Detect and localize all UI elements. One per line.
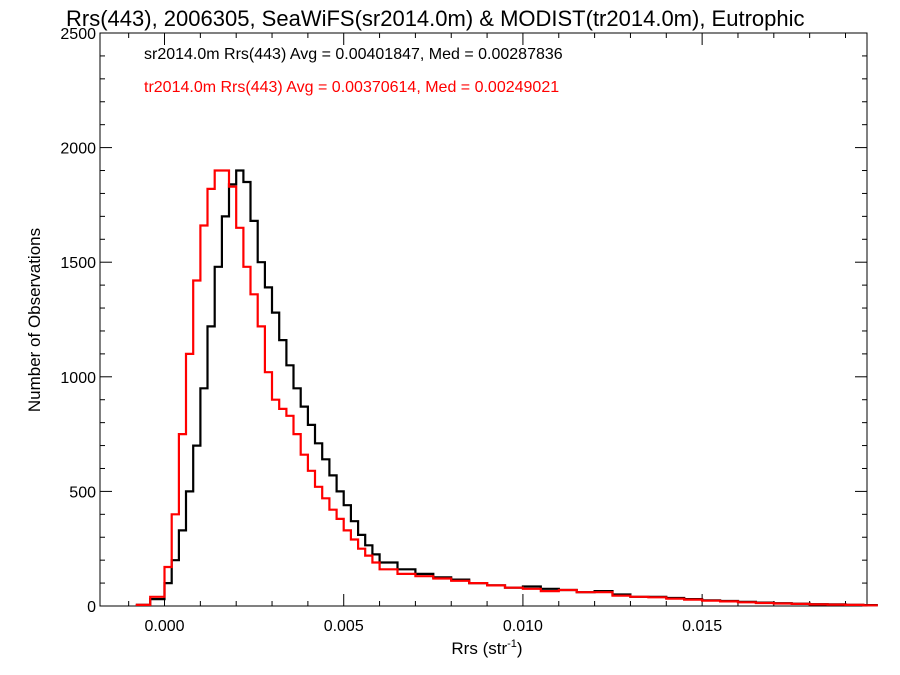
y-tick-label: 2500 xyxy=(60,26,96,43)
chart-title: Rrs(443), 2006305, SeaWiFS(sr2014.0m) & … xyxy=(66,6,805,31)
y-tick-label: 1000 xyxy=(60,370,96,387)
x-tick-label: 0.005 xyxy=(324,618,364,635)
x-axis-label-main: Rrs (str xyxy=(451,639,507,658)
x-axis-label-close: ) xyxy=(517,639,523,658)
series-group xyxy=(135,169,878,607)
series-line-1 xyxy=(135,169,878,607)
x-axis-label-superscript: -1 xyxy=(507,638,517,650)
y-tick-label: 0 xyxy=(87,599,96,616)
x-tick-label: 0.000 xyxy=(144,618,184,635)
x-axis-label: Rrs (str-1) xyxy=(451,638,522,658)
x-tick-label: 0.015 xyxy=(682,618,722,635)
x-axis: 0.000 0.005 0.010 0.015 xyxy=(128,33,846,635)
annotation-sr2014: sr2014.0m Rrs(443) Avg = 0.00401847, Med… xyxy=(144,46,563,63)
x-tick-label: 0.010 xyxy=(503,618,543,635)
plot-frame xyxy=(99,32,868,607)
y-axis: 0 500 1000 1500 2000 2500 xyxy=(60,26,867,616)
y-tick-label: 1500 xyxy=(60,255,96,272)
y-axis-label: Number of Observations xyxy=(25,228,44,412)
y-tick-label: 500 xyxy=(69,484,96,501)
annotation-tr2014: tr2014.0m Rrs(443) Avg = 0.00370614, Med… xyxy=(144,79,559,96)
y-tick-label: 2000 xyxy=(60,141,96,158)
plot-area: 0 500 1000 1500 2000 2500 0.000 0.005 0.010 0.01… xyxy=(60,26,878,635)
series-line-0 xyxy=(135,169,878,607)
